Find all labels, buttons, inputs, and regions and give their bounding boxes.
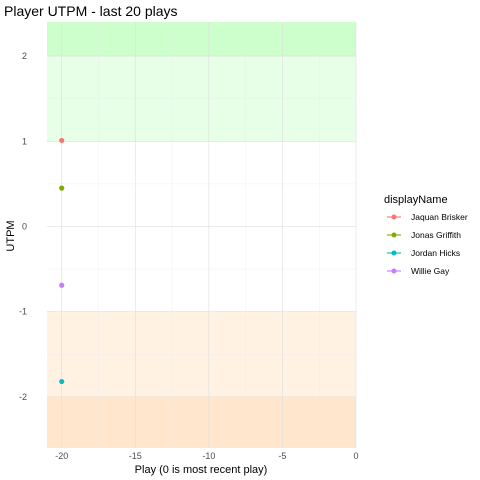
x-tick-label: -15	[129, 451, 142, 461]
data-point-willie-gay	[59, 282, 65, 288]
band-0	[47, 22, 356, 57]
x-tick-label: -5	[278, 451, 286, 461]
x-tick-label: 0	[353, 451, 358, 461]
chart-title: Player UTPM - last 20 plays	[4, 3, 178, 19]
legend-title: displayName	[384, 194, 448, 206]
legend-key-point-jonas-griffith	[391, 232, 397, 238]
legend-key-point-willie-gay	[391, 268, 397, 274]
x-tick-label: -10	[202, 451, 215, 461]
data-point-jonas-griffith	[59, 185, 65, 191]
y-axis-title: UTPM	[5, 220, 17, 251]
legend-label-jaquan-brisker: Jaquan Brisker	[411, 212, 468, 222]
legend-label-jordan-hicks: Jordan Hicks	[411, 248, 460, 258]
y-tick-label: 0	[22, 221, 27, 231]
y-tick-label: 1	[22, 136, 27, 146]
x-tick-label: -20	[55, 451, 68, 461]
legend-key-point-jaquan-brisker	[391, 214, 397, 220]
legend-key-point-jordan-hicks	[391, 250, 397, 256]
data-point-jaquan-brisker	[59, 137, 65, 144]
x-axis-title: Play (0 is most recent play)	[135, 464, 268, 476]
band-3	[47, 396, 356, 448]
legend: Jaquan Brisker Jonas Griffith Jordan Hicks…	[387, 212, 468, 276]
y-tick-label: -2	[19, 392, 27, 402]
legend-label-willie-gay: Willie Gay	[411, 266, 450, 276]
y-tick-label: -1	[19, 307, 27, 317]
y-tick-label: 2	[22, 51, 27, 61]
legend-label-jonas-griffith: Jonas Griffith	[411, 230, 461, 240]
data-point-jordan-hicks	[59, 378, 65, 385]
